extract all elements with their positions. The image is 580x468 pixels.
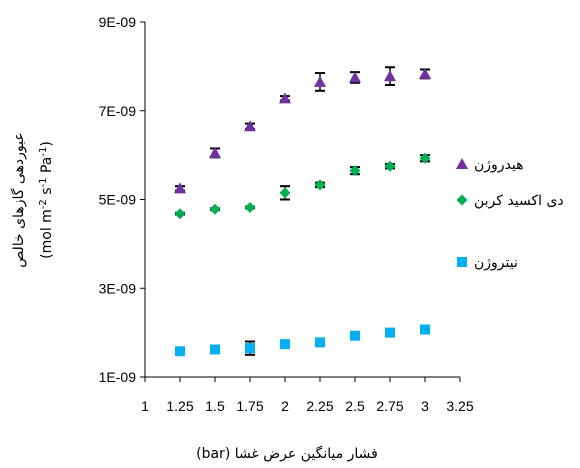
data-point (314, 179, 326, 191)
data-marks (174, 66, 431, 357)
data-point (420, 324, 430, 335)
data-point (385, 327, 395, 338)
data-point (279, 92, 291, 104)
data-point (419, 67, 431, 79)
x-tick-label: 1 (141, 398, 149, 414)
data-point (419, 152, 431, 164)
x-ticks: 1 1.25 1.5 1.75 2 2.25 2.5 2.75 3 3.25 (141, 377, 474, 414)
series (175, 324, 430, 357)
data-point (174, 208, 186, 220)
y-ticks: 1E-09 3E-09 5E-09 7E-09 9E-09 (99, 14, 145, 385)
x-tick-label: 3.25 (446, 398, 473, 414)
data-point (280, 339, 290, 350)
data-point (384, 70, 396, 82)
series (174, 66, 431, 194)
y-tick-label: 5E-09 (99, 192, 137, 208)
y-axis-title-line-1: عبوردهی گازهای خالص (10, 132, 27, 267)
series (174, 152, 431, 220)
x-tick-label: 1.5 (205, 398, 225, 414)
legend-label: نیتروژن (474, 255, 518, 271)
y-axis-title: عبوردهی گازهای خالص (mol m-2 s-1 Pa-1) (10, 132, 55, 267)
data-point (244, 120, 256, 132)
data-point (314, 75, 326, 87)
legend-marker (457, 257, 467, 267)
y-axis-title-line-2: (mol m-2 s-1 Pa-1) (38, 141, 56, 259)
data-point (244, 201, 256, 213)
data-point (384, 160, 396, 172)
x-tick-label: 1.25 (166, 398, 193, 414)
legend-item: دی اکسید کربن (456, 193, 564, 209)
x-tick-label: 3 (421, 398, 429, 414)
data-point (315, 337, 325, 348)
legend-marker (456, 194, 468, 206)
x-tick-label: 1.75 (236, 398, 263, 414)
x-axis-title: فشار میانگین عرض غشا (bar) (196, 445, 378, 462)
legend-item: هیدروژن (456, 157, 524, 173)
axes (144, 22, 460, 378)
x-tick-label: 2.75 (376, 398, 403, 414)
data-point (210, 344, 220, 355)
data-point (349, 165, 361, 177)
legend-label: دی اکسید کربن (474, 193, 564, 209)
data-point (209, 146, 221, 158)
legend-item: نیتروژن (457, 255, 518, 271)
y-tick-label: 1E-09 (99, 369, 137, 385)
legend-label: هیدروژن (474, 157, 524, 173)
data-point (175, 346, 185, 357)
data-point (245, 343, 255, 354)
legend-marker (456, 158, 468, 169)
y-tick-label: 3E-09 (99, 280, 137, 296)
data-point (174, 182, 186, 194)
y-tick-label: 9E-09 (99, 14, 137, 30)
x-tick-label: 2.5 (345, 398, 365, 414)
y-tick-label: 7E-09 (99, 103, 137, 119)
x-tick-label: 2 (281, 398, 289, 414)
x-tick-label: 2.25 (306, 398, 333, 414)
data-point (279, 187, 291, 199)
legend: هیدروژن دی اکسید کربن نیتروژن (456, 157, 564, 271)
data-point (349, 71, 361, 83)
data-point (209, 203, 221, 215)
data-point (350, 330, 360, 341)
